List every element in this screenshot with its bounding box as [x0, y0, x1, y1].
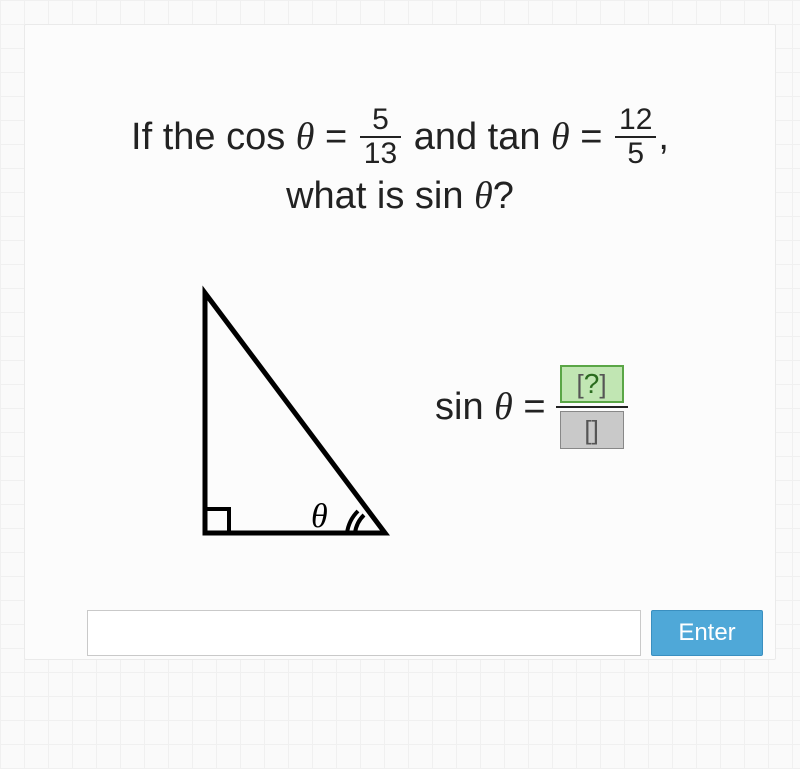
- question-text: If the cos θ = 513 and tan θ = 125, what…: [25, 107, 775, 222]
- answer-fraction: [?] []: [556, 365, 628, 449]
- fraction-bar: [556, 406, 628, 408]
- theta-symbol-3: θ: [474, 175, 493, 217]
- tan-fraction: 125: [613, 105, 658, 169]
- numerator-placeholder: ?: [584, 370, 600, 398]
- q-line2-suffix: ?: [493, 175, 514, 217]
- answer-denominator-slot[interactable]: []: [560, 411, 624, 449]
- ans-prefix: sin: [435, 386, 494, 428]
- tan-num: 12: [615, 105, 656, 138]
- answer-input[interactable]: [87, 610, 641, 656]
- input-row: Enter: [87, 610, 763, 656]
- q-mid: and tan: [403, 116, 551, 158]
- theta-symbol: θ: [296, 116, 315, 158]
- cos-num: 5: [360, 105, 401, 138]
- tan-den: 5: [615, 138, 656, 169]
- q-comma: ,: [658, 116, 669, 158]
- enter-button[interactable]: Enter: [651, 610, 763, 656]
- q-line2-prefix: what is sin: [286, 175, 474, 217]
- triangle-diagram: θ: [175, 283, 405, 563]
- q-eq1: =: [314, 116, 357, 158]
- angle-arc-inner: [355, 515, 364, 533]
- triangle-shape: [205, 293, 385, 533]
- ans-eq: =: [513, 386, 546, 428]
- cos-den: 13: [360, 138, 401, 169]
- problem-card: If the cos θ = 513 and tan θ = 125, what…: [24, 24, 776, 660]
- ans-theta: θ: [494, 386, 513, 428]
- right-angle-mark: [205, 509, 229, 533]
- answer-numerator-slot[interactable]: [?]: [560, 365, 624, 403]
- theta-symbol-2: θ: [551, 116, 570, 158]
- answer-expression: sin θ = [?] []: [435, 365, 628, 449]
- q-prefix: If the cos: [131, 116, 296, 158]
- theta-angle-label: θ: [311, 498, 328, 535]
- cos-fraction: 513: [358, 105, 403, 169]
- q-eq2: =: [570, 116, 613, 158]
